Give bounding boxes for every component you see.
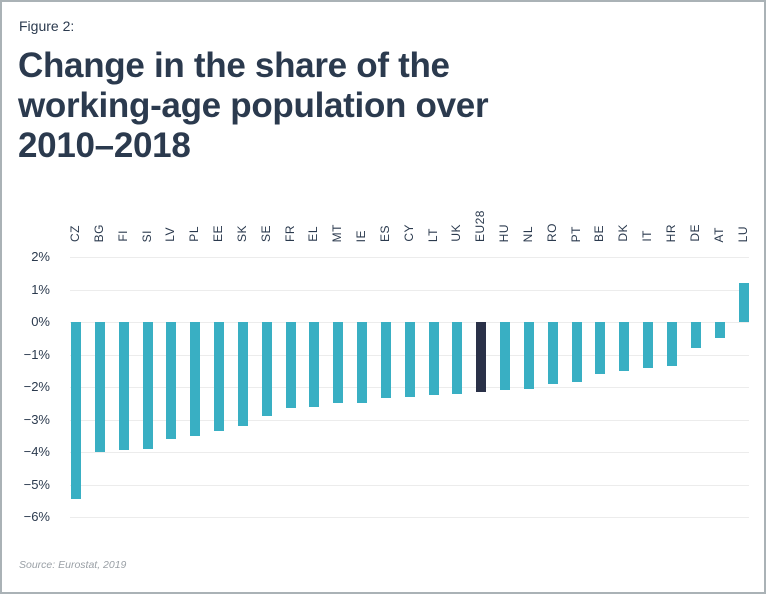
bar-BE [595, 322, 605, 374]
gridline-−5% [70, 485, 749, 486]
title-line-3: 2010–2018 [18, 126, 191, 165]
bar-IT [643, 322, 653, 368]
bar-EU28 [476, 322, 486, 392]
x-tick-label-HU: HU [497, 223, 511, 242]
bar-HR [667, 322, 677, 366]
y-tick-label: −2% [23, 379, 50, 394]
bar-AT [715, 322, 725, 338]
bar-SE [262, 322, 272, 416]
bar-EL [309, 322, 319, 407]
x-tick-label-AT: AT [712, 226, 726, 242]
bar-DE [691, 322, 701, 348]
bar-DK [619, 322, 629, 371]
bar-EE [214, 322, 224, 431]
x-tick-label-EE: EE [211, 224, 225, 242]
x-tick-label-LU: LU [736, 225, 750, 242]
title-line-2: working-age population over [18, 86, 489, 125]
bar-LV [166, 322, 176, 439]
bar-MT [333, 322, 343, 403]
x-tick-label-IT: IT [640, 230, 654, 242]
x-tick-label-LV: LV [163, 227, 177, 242]
y-tick-label: −3% [23, 412, 50, 427]
bar-UK [452, 322, 462, 394]
bar-PL [190, 322, 200, 436]
x-tick-label-DK: DK [616, 224, 630, 242]
bar-IE [357, 322, 367, 403]
bar-RO [548, 322, 558, 384]
y-tick-label: −6% [23, 509, 50, 524]
source-note: Source: Eurostat, 2019 [19, 559, 127, 571]
x-tick-label-NL: NL [521, 225, 535, 242]
bar-ES [381, 322, 391, 398]
bar-LT [429, 322, 439, 395]
x-tick-label-IE: IE [354, 229, 368, 242]
gridline-−4% [70, 452, 749, 453]
y-tick-label: 1% [31, 282, 50, 297]
x-tick-label-PT: PT [569, 225, 583, 242]
gridline-−3% [70, 420, 749, 421]
x-tick-label-HR: HR [664, 223, 678, 242]
bar-FR [286, 322, 296, 408]
x-tick-label-SK: SK [235, 224, 249, 242]
x-tick-label-MT: MT [330, 223, 344, 242]
x-tick-label-CZ: CZ [68, 225, 82, 242]
x-tick-label-SE: SE [259, 224, 273, 242]
gridline-−6% [70, 517, 749, 518]
x-tick-label-FR: FR [283, 225, 297, 242]
bar-NL [524, 322, 534, 389]
gridline-2% [70, 257, 749, 258]
x-tick-label-RO: RO [545, 223, 559, 242]
y-tick-label: 2% [31, 249, 50, 264]
page-title: Change in the share of the working-age p… [18, 46, 489, 166]
bar-BG [95, 322, 105, 452]
x-tick-label-DE: DE [688, 224, 702, 242]
x-tick-label-FI: FI [116, 230, 130, 242]
bar-CZ [71, 322, 81, 499]
y-tick-label: 0% [31, 314, 50, 329]
title-line-1: Change in the share of the [18, 46, 450, 85]
bar-LU [739, 283, 749, 322]
x-tick-label-PL: PL [187, 226, 201, 242]
x-tick-label-EU28: EU28 [473, 209, 487, 242]
x-tick-label-EL: EL [306, 226, 320, 242]
bar-SK [238, 322, 248, 426]
x-tick-label-UK: UK [449, 224, 463, 242]
x-tick-label-SI: SI [140, 229, 154, 242]
bar-FI [119, 322, 129, 450]
figure-label: Figure 2: [19, 18, 75, 34]
x-tick-label-ES: ES [378, 224, 392, 242]
bar-PT [572, 322, 582, 382]
y-tick-label: −4% [23, 444, 50, 459]
x-tick-label-LT: LT [426, 227, 440, 242]
y-tick-label: −5% [23, 477, 50, 492]
x-tick-label-BE: BE [592, 224, 606, 242]
x-tick-label-BG: BG [92, 223, 106, 242]
bar-SI [143, 322, 153, 449]
y-tick-label: −1% [23, 347, 50, 362]
bar-HU [500, 322, 510, 390]
gridline-1% [70, 290, 749, 291]
bar-CY [405, 322, 415, 397]
x-tick-label-CY: CY [402, 224, 416, 242]
